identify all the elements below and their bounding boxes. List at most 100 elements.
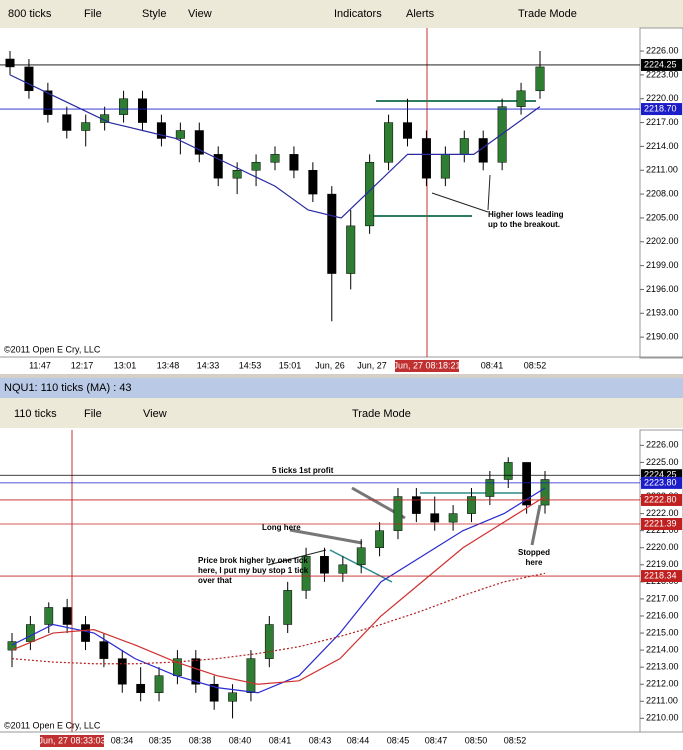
- price-marker-label: 2221.39: [644, 518, 677, 528]
- x-tick-label: 11:47: [29, 360, 51, 370]
- candle-body: [540, 479, 550, 506]
- y-tick-label: 2223.00: [646, 69, 679, 79]
- x-tick-label: 13:01: [114, 360, 137, 370]
- toolbar-button[interactable]: Style: [142, 8, 166, 20]
- arrow: [530, 504, 542, 546]
- toolbar-button[interactable]: File: [84, 8, 102, 20]
- candle-body: [232, 169, 242, 179]
- toolbar-button[interactable]: Trade Mode: [352, 408, 411, 420]
- toolbar: [0, 398, 683, 428]
- candle-body: [283, 590, 293, 625]
- candle-body: [154, 675, 164, 694]
- y-tick-label: 2221.00: [646, 525, 679, 535]
- price-marker-label: 2224.25: [644, 59, 677, 69]
- candle-body: [346, 225, 356, 274]
- price-marker-label: 2224.25: [644, 470, 677, 480]
- candle-body: [411, 496, 421, 514]
- arrows: [267, 174, 542, 566]
- toolbar-button[interactable]: Alerts: [406, 8, 435, 20]
- x-tick-label: 08:41: [481, 360, 504, 370]
- y-tick-label: 2214.00: [646, 644, 679, 654]
- arrow: [487, 174, 491, 211]
- x-tick-label: Jun, 27 08:18:21: [393, 360, 460, 370]
- toolbar-button[interactable]: Indicators: [334, 8, 382, 20]
- x-tick-label: 08:47: [425, 735, 448, 745]
- x-tick-label: 08:40: [229, 735, 252, 745]
- candle-body: [503, 462, 513, 480]
- y-tick-label: 2216.00: [646, 610, 679, 620]
- x-tick-label: 08:52: [524, 360, 547, 370]
- candle-body: [156, 122, 166, 139]
- candle-body: [338, 564, 348, 574]
- candle-body: [448, 513, 458, 523]
- y-tick-label: 2225.00: [646, 457, 679, 467]
- candle-body: [264, 624, 274, 659]
- annotation: 5 ticks 1st profit: [272, 466, 334, 475]
- toolbar-button[interactable]: Trade Mode: [518, 8, 577, 20]
- candle-body: [43, 90, 53, 115]
- annotation: Higher lows leading up to the breakout.: [488, 210, 564, 229]
- candle-body: [44, 607, 54, 625]
- y-tick-label: 2196.00: [646, 284, 679, 294]
- y-tick-label: 2190.00: [646, 332, 679, 342]
- x-tick-label: 08:38: [189, 735, 212, 745]
- x-tick-label: 08:50: [465, 735, 488, 745]
- candle-body: [440, 154, 450, 179]
- toolbar-button[interactable]: 110 ticks: [14, 408, 57, 420]
- candle-body: [421, 138, 431, 179]
- annotation: Long here: [262, 523, 301, 532]
- x-tick-label: 14:53: [239, 360, 262, 370]
- candle-body: [137, 98, 148, 123]
- y-tick-label: 2226.00: [646, 45, 679, 55]
- y-tick-label: 2211.00: [646, 696, 678, 706]
- x-tick-label: 08:41: [269, 735, 292, 745]
- candle-body: [5, 58, 15, 68]
- y-tick-label: 2219.00: [646, 559, 679, 569]
- candle-body: [402, 122, 413, 139]
- x-tick-label: 15:01: [279, 360, 302, 370]
- candle-body: [375, 530, 384, 548]
- candle-body: [467, 496, 476, 514]
- y-tick-label: 2193.00: [646, 308, 679, 318]
- candle-body: [289, 154, 299, 171]
- price-marker: [641, 493, 682, 506]
- y-tick-label: 2199.00: [646, 260, 679, 270]
- candle-body: [209, 683, 219, 702]
- copyright: ©2011 Open E Cry, LLC: [4, 344, 101, 354]
- annotation: Price brok higher by one tick here, I pu…: [198, 556, 309, 585]
- candle-body: [213, 154, 223, 179]
- toolbar-button[interactable]: 800 ticks: [8, 8, 52, 20]
- candle-body: [99, 641, 109, 659]
- arrow: [267, 549, 327, 566]
- candle-body: [136, 683, 146, 694]
- x-tick-label: 08:52: [504, 735, 527, 745]
- y-tick-label: 2208.00: [646, 188, 679, 198]
- candle-body: [301, 556, 311, 591]
- candle-body: [25, 624, 35, 642]
- toolbar-button[interactable]: File: [84, 408, 102, 420]
- candle-body: [320, 556, 329, 574]
- cursor-time-box: [40, 735, 104, 747]
- candle-body: [384, 122, 394, 163]
- candle-body: [516, 90, 526, 107]
- y-tick-label: 2220.00: [646, 93, 679, 103]
- toolbar-button[interactable]: View: [143, 408, 167, 420]
- candle-body: [356, 547, 366, 566]
- y-tick-label: 2212.00: [646, 679, 679, 689]
- price-marker: [641, 570, 682, 583]
- price-marker: [641, 58, 682, 71]
- candle-body: [81, 122, 91, 131]
- toolbar-button[interactable]: View: [188, 8, 212, 20]
- candle-body: [430, 513, 440, 523]
- price-marker-label: 2218.70: [644, 103, 677, 113]
- price-axis: [639, 27, 683, 359]
- title-bar: [0, 378, 683, 398]
- candle-body: [535, 66, 545, 92]
- y-tick-label: 2220.00: [646, 542, 679, 552]
- y-tick-label: 2217.00: [646, 593, 679, 603]
- candle-body: [459, 138, 469, 155]
- moving-average: [9, 74, 541, 219]
- x-tick-label: 08:34: [111, 735, 134, 745]
